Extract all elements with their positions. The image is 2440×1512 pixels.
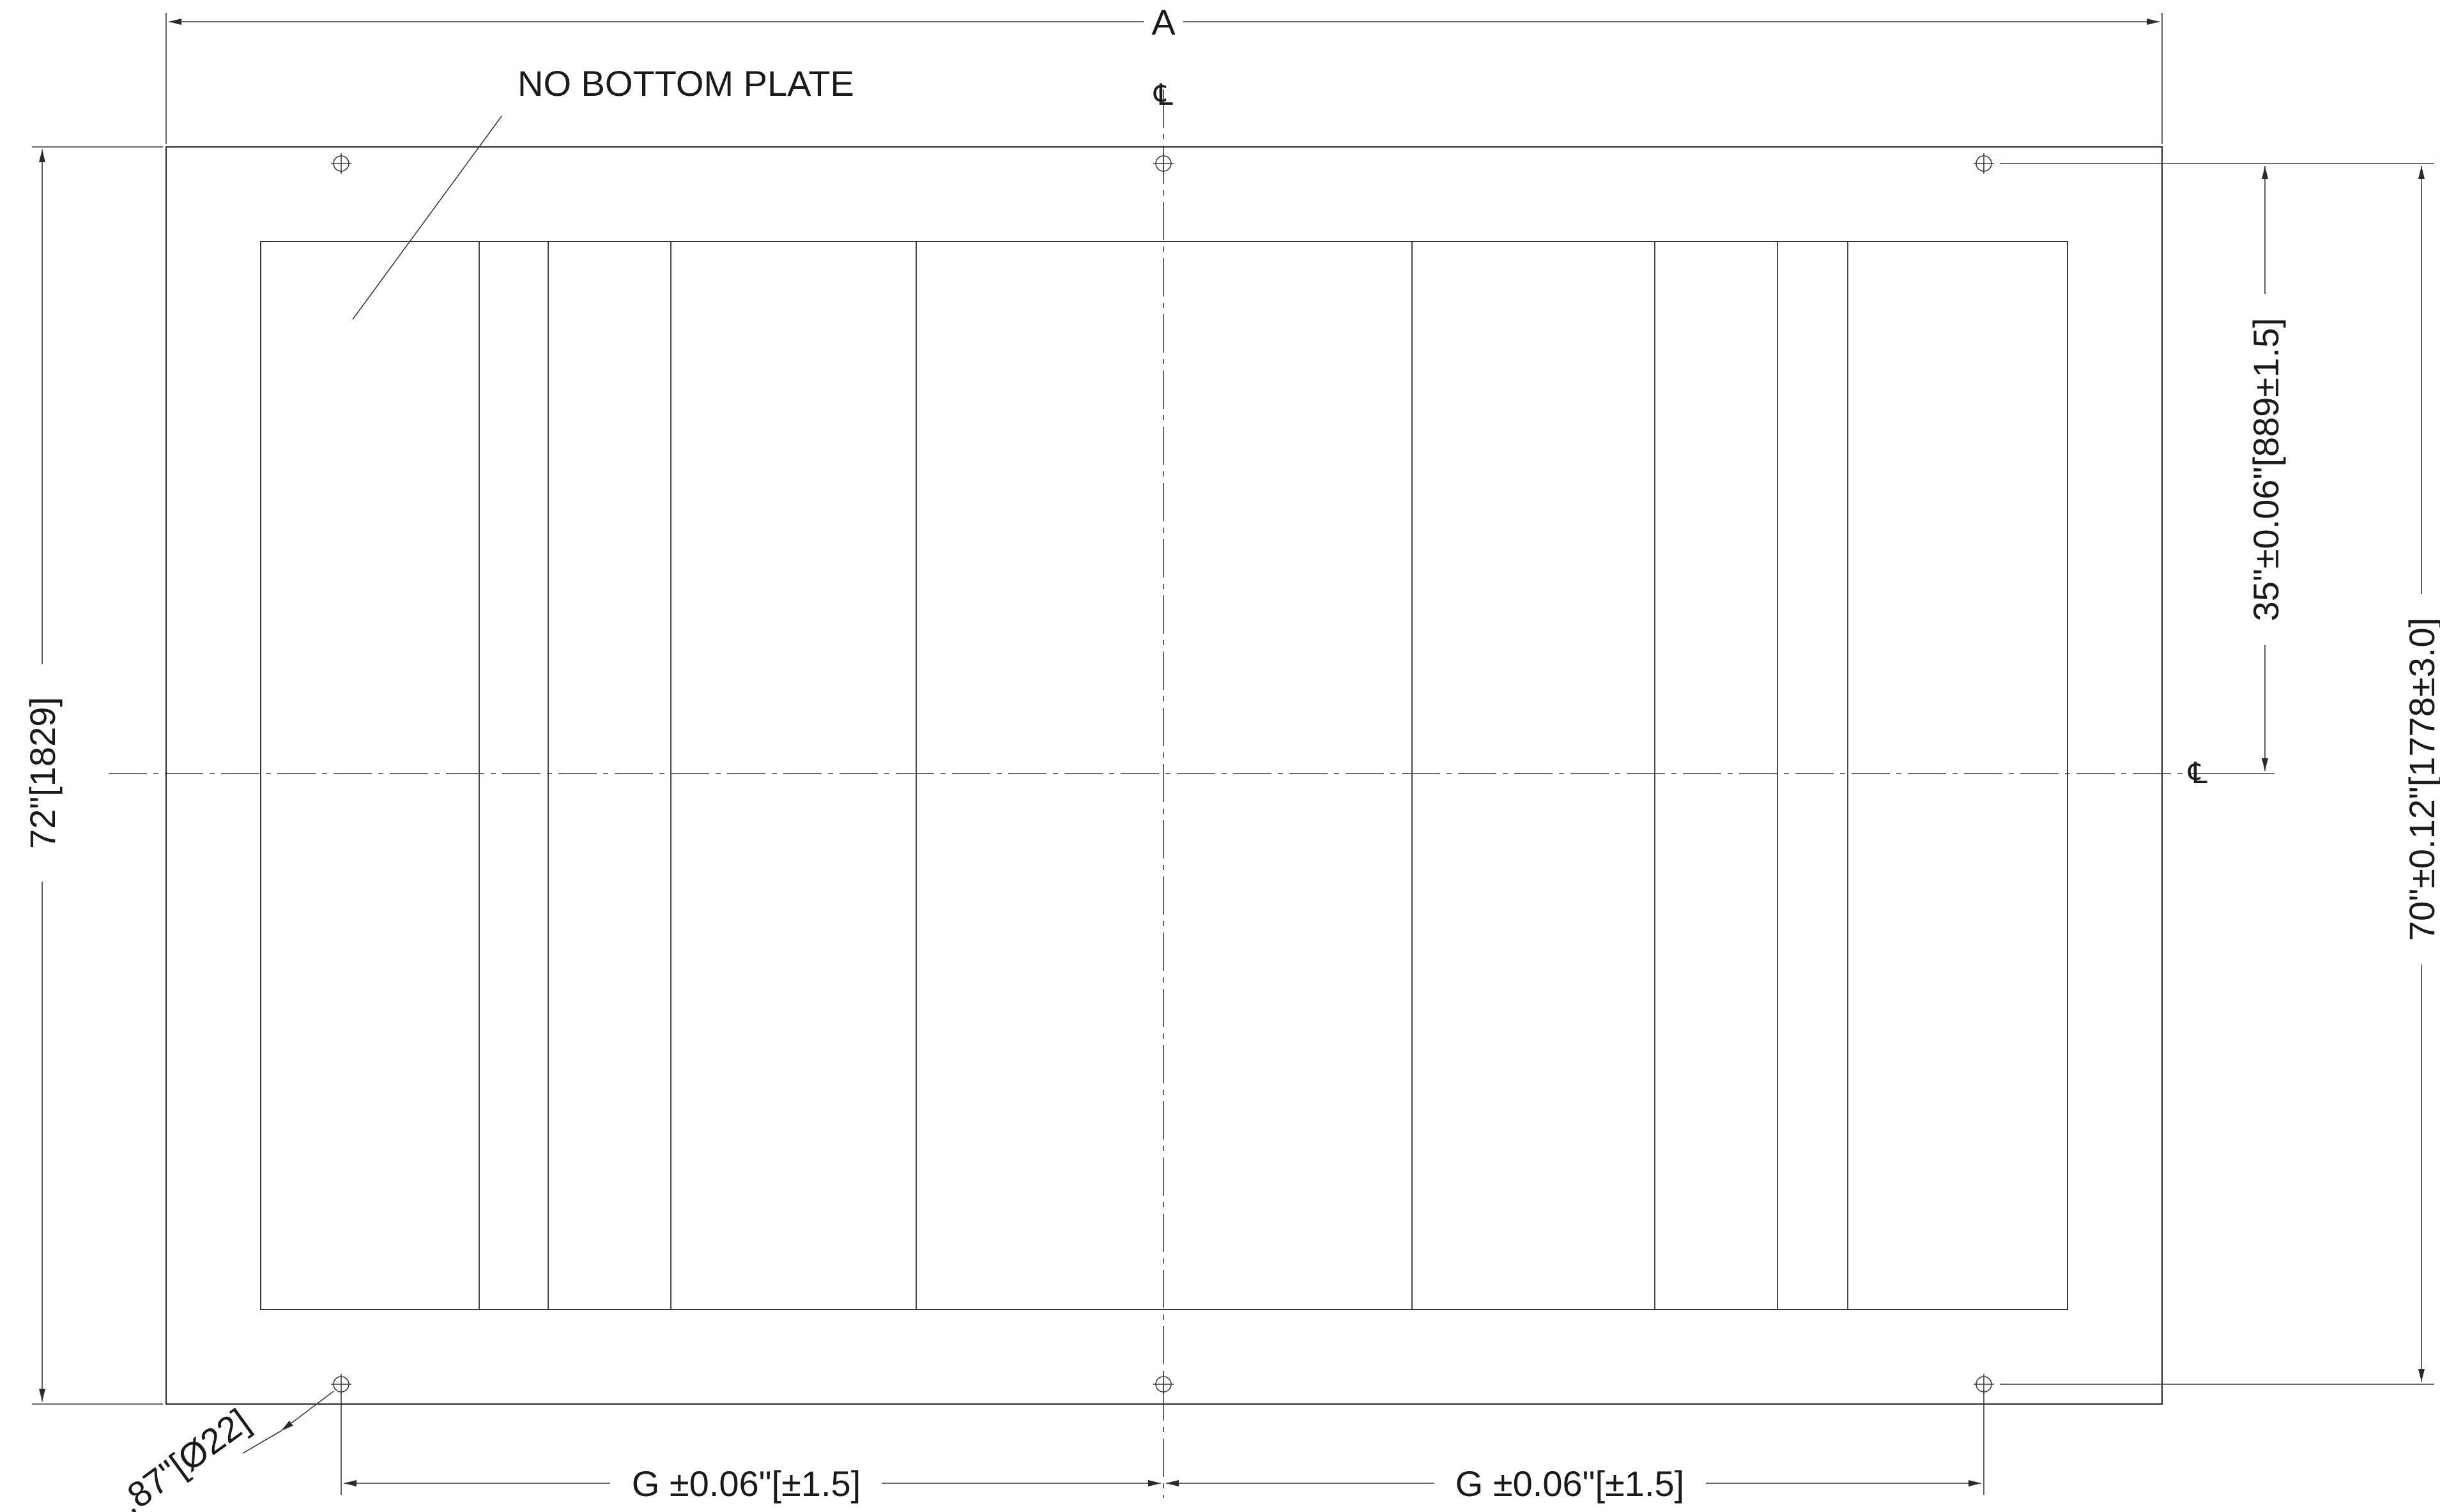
hatched-panel-2 bbox=[548, 241, 671, 1310]
open-bay-3 bbox=[1411, 241, 1655, 1310]
note-label: NO BOTTOM PLATE bbox=[518, 63, 854, 103]
half-height-label: 35"±0.06"[889±1.5] bbox=[2246, 318, 2286, 622]
overall-height-label: 72"[1829] bbox=[22, 697, 63, 849]
mounting-holes bbox=[331, 153, 1994, 1394]
dimension-spacing: G ±0.06"[±1.5] G ±0.06"[±1.5] bbox=[341, 1393, 1984, 1504]
dimension-half-height: 35"±0.06"[889±1.5] bbox=[2000, 163, 2286, 774]
dimension-hole-span: 70"±0.12"[1778±3.0] bbox=[2000, 163, 2440, 1385]
hole-top-right bbox=[1974, 153, 1994, 174]
hatched-panel-5 bbox=[1847, 241, 2068, 1310]
hatched-panel-3 bbox=[916, 241, 1413, 1310]
inner-opening bbox=[260, 241, 2068, 1310]
hole-span-label: 70"±0.12"[1778±3.0] bbox=[2402, 618, 2440, 941]
hole-bottom-left bbox=[331, 1374, 351, 1394]
hole-diameter-callout: .87"[Ø22] bbox=[112, 1391, 334, 1512]
note-callout: NO BOTTOM PLATE bbox=[352, 63, 854, 320]
centerline-symbol-top: ℄ bbox=[1153, 78, 1173, 111]
dimension-a-label: A bbox=[1151, 2, 1176, 42]
hole-top-center bbox=[1153, 153, 1174, 174]
dimension-a: A bbox=[165, 2, 2163, 144]
left-spacing-label: G ±0.06"[±1.5] bbox=[632, 1463, 861, 1504]
open-bay-2 bbox=[670, 241, 917, 1310]
hole-bottom-center bbox=[1153, 1374, 1174, 1394]
open-bay-1 bbox=[479, 241, 549, 1310]
outer-frame bbox=[165, 146, 2163, 1405]
hatched-panel-4 bbox=[1654, 241, 1778, 1310]
hole-bottom-right bbox=[1974, 1374, 1994, 1394]
dimension-overall-height: 72"[1829] bbox=[22, 146, 163, 1405]
hole-top-left bbox=[331, 153, 351, 174]
hatched-panel-1 bbox=[260, 241, 480, 1310]
open-bay-4 bbox=[1777, 241, 1848, 1310]
right-spacing-label: G ±0.06"[±1.5] bbox=[1455, 1463, 1684, 1504]
hole-diameter-label: .87"[Ø22] bbox=[112, 1401, 257, 1512]
centerline-symbol-right: ℄ bbox=[2188, 756, 2207, 790]
